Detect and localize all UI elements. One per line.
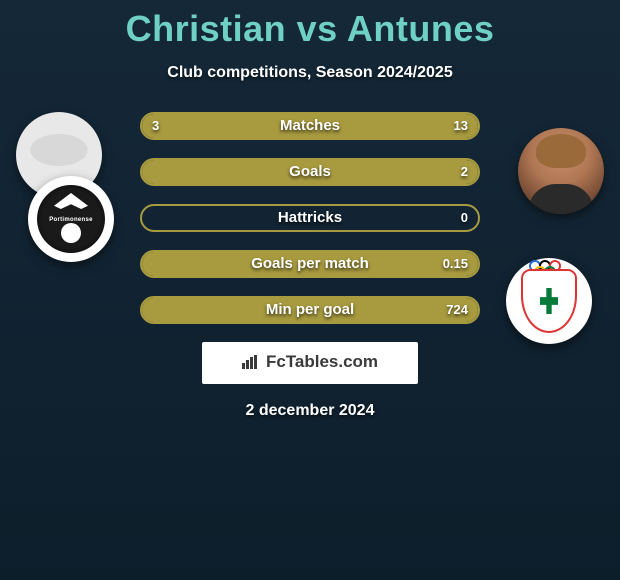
stat-label: Min per goal (142, 298, 478, 322)
page-subtitle: Club competitions, Season 2024/2025 (0, 64, 620, 82)
page-title: Christian vs Antunes (0, 0, 620, 50)
brand-box: FcTables.com (202, 342, 418, 384)
stat-value-right: 0 (461, 206, 468, 230)
bar-chart-icon (242, 355, 260, 369)
stat-label: Goals per match (142, 252, 478, 276)
stat-value-right: 724 (446, 298, 468, 322)
stat-value-right: 2 (461, 160, 468, 184)
brand-text: FcTables.com (266, 352, 378, 372)
stat-label: Matches (142, 114, 478, 138)
stat-row-hattricks: Hattricks 0 (140, 204, 480, 232)
brand-label: FcTables.com (242, 352, 378, 372)
stat-value-right: 13 (454, 114, 468, 138)
stat-row-goals: Goals 2 (140, 158, 480, 186)
stat-label: Hattricks (142, 206, 478, 230)
stats-comparison: 3 Matches 13 Goals 2 Hattricks 0 Goals p… (140, 112, 480, 324)
stat-row-matches: 3 Matches 13 (140, 112, 480, 140)
stat-row-goals-per-match: Goals per match 0.15 (140, 250, 480, 278)
stat-label: Goals (142, 160, 478, 184)
snapshot-date: 2 december 2024 (0, 402, 620, 420)
stat-row-min-per-goal: Min per goal 724 (140, 296, 480, 324)
stat-value-right: 0.15 (443, 252, 468, 276)
